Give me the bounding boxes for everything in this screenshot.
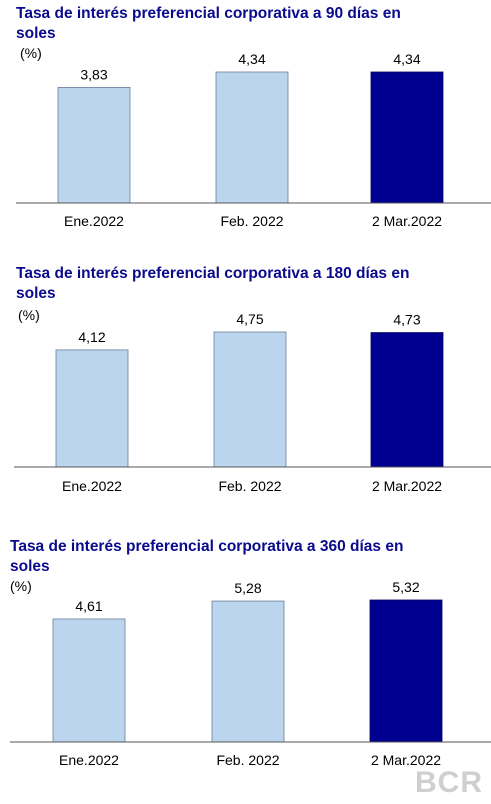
data-label-0: 3,83 — [80, 66, 107, 82]
chart-title-line1: Tasa de interés preferencial corporativa… — [10, 538, 404, 555]
chart-title-line1: Tasa de interés preferencial corporativa… — [16, 265, 410, 282]
chart-title-line1: Tasa de interés preferencial corporativa… — [16, 5, 401, 22]
chart-title: Tasa de interés preferencial corporativa… — [10, 537, 403, 577]
data-label-1: 4,34 — [238, 51, 265, 67]
chart-title-line2: soles — [16, 25, 56, 42]
chart-panel-180d: Tasa de interés preferencial corporativa… — [0, 262, 491, 522]
data-label-0: 4,61 — [75, 598, 102, 614]
category-label-2: 2 Mar.2022 — [371, 752, 441, 768]
category-label-0: Ene.2022 — [59, 752, 119, 768]
unit-label: (%) — [18, 307, 40, 323]
bar-0 — [55, 349, 129, 468]
data-label-0: 4,12 — [78, 329, 105, 345]
unit-label: (%) — [10, 578, 32, 594]
data-label-2: 4,34 — [393, 51, 420, 67]
bar-0 — [57, 86, 131, 204]
category-label-0: Ene.2022 — [62, 478, 122, 494]
category-label-1: Feb. 2022 — [218, 478, 281, 494]
category-label-2: 2 Mar.2022 — [372, 213, 442, 229]
bcr-logo: BCR — [415, 766, 483, 799]
chart-title-line2: soles — [16, 285, 56, 302]
bar-2 — [369, 599, 443, 743]
bar-2 — [370, 71, 444, 204]
category-label-1: Feb. 2022 — [220, 213, 283, 229]
category-label-0: Ene.2022 — [64, 213, 124, 229]
data-label-2: 4,73 — [393, 312, 420, 328]
chart-title: Tasa de interés preferencial corporativa… — [16, 4, 401, 44]
category-label-2: 2 Mar.2022 — [372, 478, 442, 494]
category-label-1: Feb. 2022 — [216, 752, 279, 768]
data-label-2: 5,32 — [392, 579, 419, 595]
bar-1 — [215, 71, 289, 204]
bar-1 — [213, 331, 287, 468]
data-label-1: 4,75 — [236, 311, 263, 327]
bar-chart-360d: 4,61 Ene.2022 5,28 Feb. 2022 5,32 2 Mar.2022 — [10, 579, 491, 768]
bar-0 — [52, 618, 126, 743]
bar-2 — [370, 332, 444, 468]
bar-chart-180d: 4,12 Ene.2022 4,75 Feb. 2022 4,73 2 Mar.2022 — [14, 311, 491, 494]
bar-1 — [211, 600, 285, 743]
bar-chart-90d: 3,83 Ene.2022 4,34 Feb. 2022 4,34 2 Mar.2022 — [16, 51, 491, 229]
chart-title-line2: soles — [10, 558, 50, 575]
chart-panel-90d: Tasa de interés preferencial corporativa… — [0, 0, 491, 260]
chart-panel-360d: Tasa de interés preferencial corporativa… — [0, 534, 491, 804]
chart-title: Tasa de interés preferencial corporativa… — [16, 264, 409, 304]
data-label-1: 5,28 — [234, 580, 261, 596]
unit-label: (%) — [20, 45, 42, 61]
